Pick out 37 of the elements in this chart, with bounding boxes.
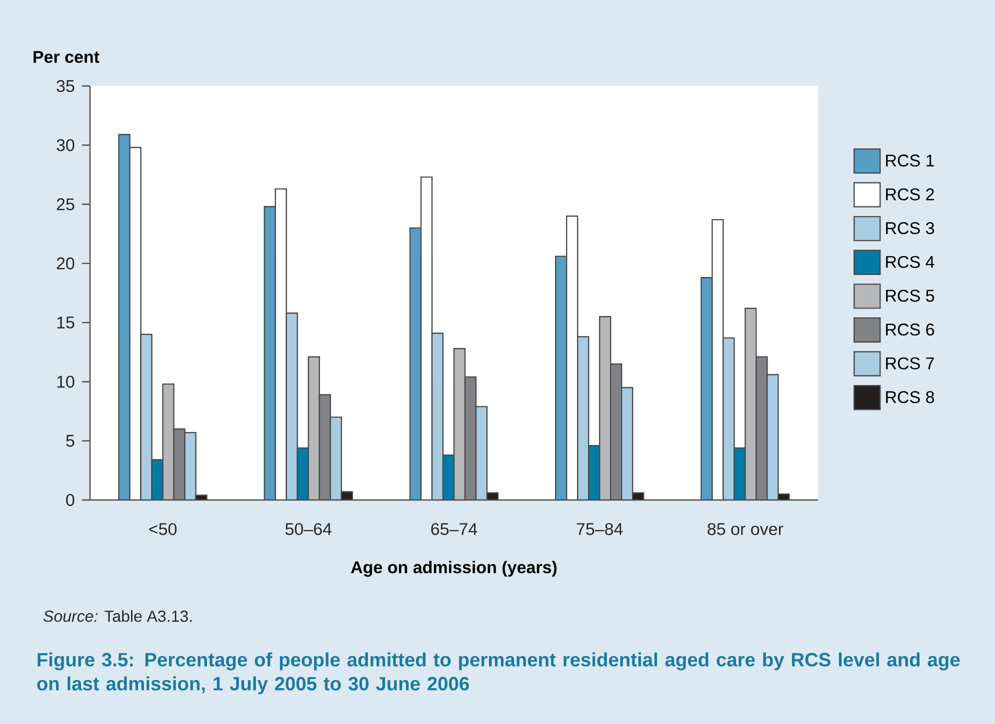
legend-label: RCS 6 (886, 324, 934, 336)
x-tick-label: <50 (149, 523, 177, 536)
bar (330, 417, 342, 500)
x-axis-title: Age on admission (years) (350, 560, 557, 577)
y-tick-label: 15 (57, 316, 74, 328)
legend-label: RCS 1 (886, 154, 934, 167)
bar (308, 356, 320, 500)
legend-label: RCS 2 (886, 188, 934, 200)
bar (556, 256, 567, 500)
y-tick-label: 10 (57, 376, 74, 388)
bar (454, 348, 466, 500)
bar (286, 313, 298, 500)
bar (476, 406, 488, 500)
y-axis-title: Per cent (34, 51, 100, 63)
bar (264, 206, 276, 500)
x-tick-label: 85 or over (708, 523, 784, 536)
y-tick-label: 0 (66, 494, 74, 506)
y-tick-label: 30 (56, 139, 74, 152)
x-tick-label: 75–84 (576, 523, 623, 536)
bar (432, 333, 444, 500)
legend-label: RCS 3 (886, 222, 934, 234)
bar (410, 228, 422, 500)
y-tick-label: 20 (56, 257, 74, 270)
bar (622, 388, 633, 500)
legend-label: RCS 7 (886, 357, 934, 370)
bar (578, 336, 589, 500)
y-tick-label: 25 (56, 198, 74, 210)
legend-label: RCS 4 (886, 256, 934, 268)
x-tick-label: 65–74 (431, 523, 478, 536)
y-tick-label: 35 (56, 80, 74, 92)
bar (600, 316, 611, 500)
x-tick-label: 50–64 (285, 523, 332, 536)
text: Source: Table A3.13. (44, 610, 192, 622)
text: Figure 3.5: Percentage of people admitted to permanent residential aged care by RCS level and age on last admission, 1 July 2005 to 30 June 2006 (37, 652, 960, 694)
y-tick-label: 5 (66, 434, 74, 447)
legend-label: RCS 8 (886, 391, 934, 404)
legend-label: RCS 5 (886, 290, 934, 302)
